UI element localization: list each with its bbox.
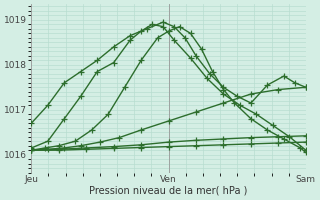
X-axis label: Pression niveau de la mer( hPa ): Pression niveau de la mer( hPa ) (89, 186, 248, 196)
